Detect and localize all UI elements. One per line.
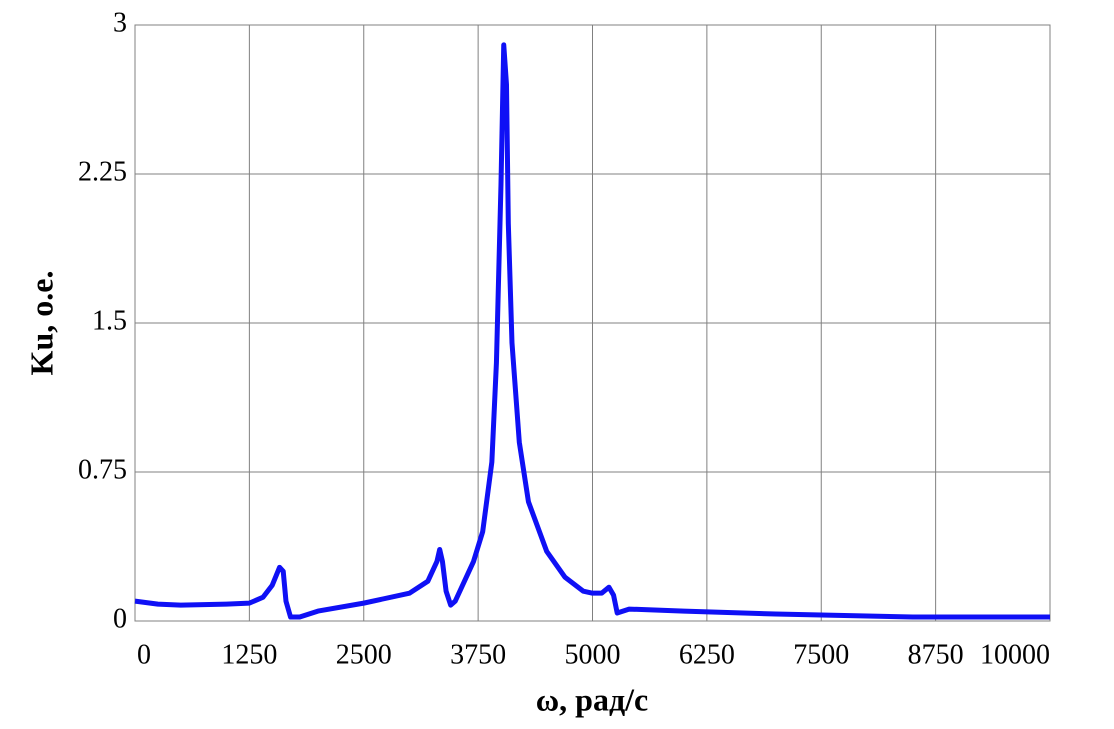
x-tick-label: 10000 [980,639,1050,670]
x-tick-label: 5000 [565,639,621,670]
y-tick-label: 0 [113,603,127,634]
x-tick-label: 0 [137,639,151,670]
x-tick-label: 8750 [908,639,964,670]
y-tick-label: 3 [113,7,127,38]
x-tick-label: 7500 [793,639,849,670]
y-tick-label: 1.5 [92,305,127,336]
data-line [134,42,1050,620]
y-tick-label: 0.75 [78,454,127,485]
y-axis-title: Ku, о.е. [23,271,59,376]
x-tick-label: 6250 [679,639,735,670]
x-axis-title: ω, рад/с [536,681,648,717]
x-tick-label: 1250 [221,639,277,670]
y-tick-label: 2.25 [78,156,127,187]
plot-frame [134,24,1051,622]
x-tick-label: 2500 [336,639,392,670]
x-tick-label: 3750 [450,639,506,670]
